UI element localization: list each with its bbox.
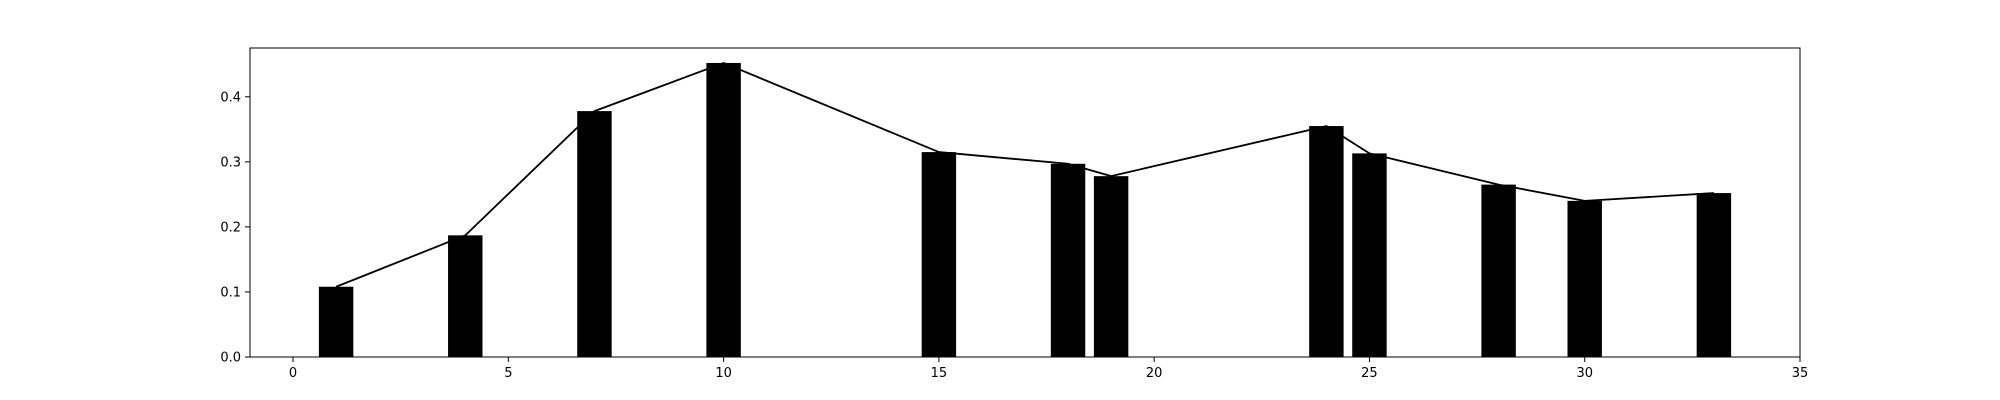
series-line [335, 62, 1714, 288]
x-tick-label-0: 0 [289, 366, 297, 381]
y-tick-label-2: 0.2 [220, 220, 241, 235]
bar-8 [1352, 153, 1387, 357]
bar-9 [1481, 184, 1516, 357]
y-tick-label-1: 0.1 [220, 285, 241, 300]
bar-3 [706, 62, 741, 358]
bar-4 [921, 152, 957, 357]
bar-10 [1567, 200, 1602, 357]
x-tick-label-6: 30 [1576, 366, 1593, 381]
x-tick-label-3: 15 [931, 366, 948, 381]
bars-layer [318, 62, 1732, 358]
x-tick-label-7: 35 [1792, 366, 1809, 381]
ticks-layer: 0 5 10 15 20 25 30 35 0.0 0.1 0.2 0.3 0.4 [220, 90, 1808, 381]
bar-5 [1050, 163, 1086, 357]
x-tick-label-1: 5 [504, 366, 512, 381]
bar-1 [448, 235, 483, 357]
plot-frame [249, 47, 1801, 358]
y-tick-label-3: 0.3 [220, 155, 241, 170]
x-tick-label-4: 20 [1146, 366, 1163, 381]
y-tick-label-0: 0.0 [220, 351, 241, 366]
y-tick-label-4: 0.4 [220, 90, 241, 105]
bar-7 [1309, 126, 1344, 357]
line-layer [335, 62, 1714, 288]
x-tick-label-5: 25 [1361, 366, 1378, 381]
x-tick-label-2: 10 [715, 366, 732, 381]
bar-2 [577, 111, 612, 357]
bar-0 [318, 286, 354, 357]
bar-6 [1093, 176, 1129, 357]
bar-11 [1696, 193, 1732, 357]
axes-layer [249, 47, 1801, 358]
